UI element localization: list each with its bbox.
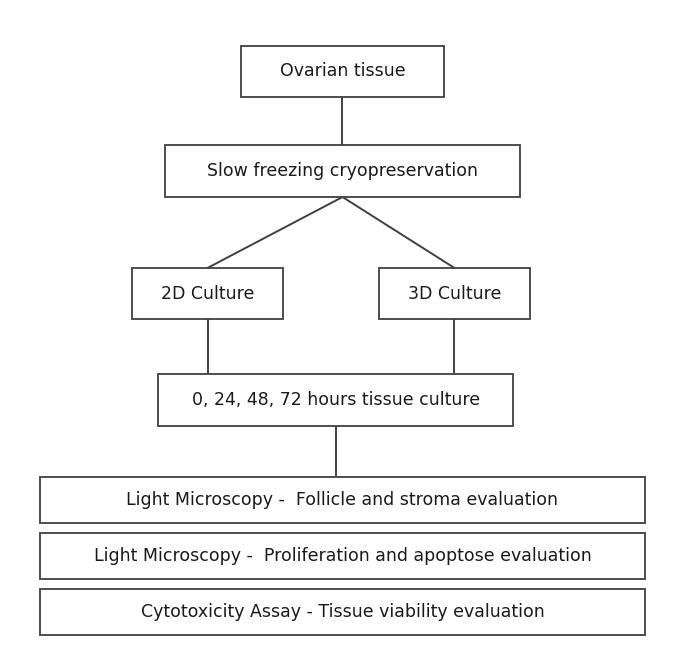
FancyBboxPatch shape [132, 268, 284, 319]
Text: Cytotoxicity Assay - Tissue viability evaluation: Cytotoxicity Assay - Tissue viability ev… [140, 603, 545, 621]
FancyBboxPatch shape [40, 476, 645, 523]
Text: Light Microscopy -  Proliferation and apoptose evaluation: Light Microscopy - Proliferation and apo… [94, 547, 591, 565]
FancyBboxPatch shape [165, 146, 520, 197]
FancyBboxPatch shape [240, 46, 445, 97]
Text: Ovarian tissue: Ovarian tissue [279, 62, 406, 81]
Text: 2D Culture: 2D Culture [161, 285, 254, 303]
FancyBboxPatch shape [158, 374, 514, 425]
FancyBboxPatch shape [40, 588, 645, 635]
Text: 0, 24, 48, 72 hours tissue culture: 0, 24, 48, 72 hours tissue culture [192, 391, 480, 409]
Text: Slow freezing cryopreservation: Slow freezing cryopreservation [207, 162, 478, 180]
Text: Light Microscopy -  Follicle and stroma evaluation: Light Microscopy - Follicle and stroma e… [127, 491, 558, 509]
Text: 3D Culture: 3D Culture [408, 285, 501, 303]
FancyBboxPatch shape [40, 533, 645, 579]
FancyBboxPatch shape [379, 268, 530, 319]
